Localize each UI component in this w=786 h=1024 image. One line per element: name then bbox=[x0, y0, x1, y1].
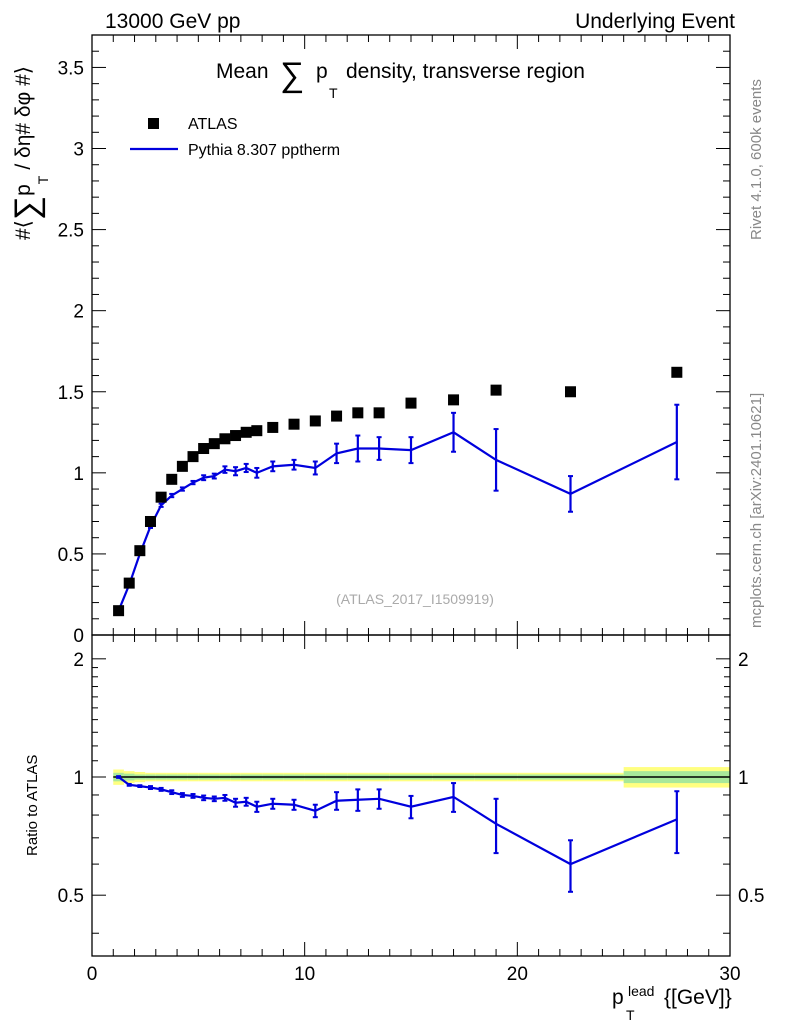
main-tick-labels: 0 0.5 1 1.5 2 2.5 3 3.5 bbox=[58, 58, 84, 647]
main-y-tick-label: 3.5 bbox=[58, 58, 84, 79]
x-tick-label: 10 bbox=[294, 964, 315, 985]
ratio-y-tick-label-left: 1 bbox=[73, 768, 84, 789]
main-y-tick-label: 0 bbox=[73, 626, 84, 647]
atlas-point bbox=[187, 451, 199, 463]
legend-pythia-label: Pythia 8.307 pptherm bbox=[188, 142, 340, 159]
ratio-tick-labels: 0.5 0.51 12 20 10 20 30 bbox=[58, 650, 765, 985]
legend-atlas-label: ATLAS bbox=[188, 116, 238, 133]
atlas-point bbox=[240, 426, 252, 438]
main-title: Mean ∑ pTdensity, transverse region bbox=[216, 56, 585, 101]
main-legend: ATLAS Pythia 8.307 pptherm bbox=[130, 116, 340, 159]
ratio-uncertainty-band bbox=[113, 767, 730, 788]
atlas-point bbox=[208, 438, 220, 450]
main-data-series bbox=[113, 366, 683, 617]
atlas-point bbox=[352, 407, 364, 419]
main-y-tick-label: 1 bbox=[73, 464, 84, 485]
legend-atlas-marker bbox=[148, 118, 159, 129]
ratio-y-tick-label-left: 0.5 bbox=[58, 886, 84, 907]
x-axis-label: p lead T{[GeV]} bbox=[612, 983, 732, 1023]
atlas-point bbox=[123, 577, 135, 589]
main-y-axis-label: #⟨∑pT/ δη# δφ #⟩ bbox=[8, 66, 51, 240]
ratio-y-tick-label-right: 1 bbox=[738, 768, 749, 789]
atlas-point bbox=[219, 433, 231, 445]
atlas-point bbox=[251, 425, 263, 437]
header-analysis-label: Underlying Event bbox=[575, 10, 735, 33]
x-tick-label: 0 bbox=[87, 964, 98, 985]
mcplots-site-label: mcplots.cern.ch [arXiv:2401.10621] bbox=[748, 393, 765, 628]
atlas-point bbox=[490, 384, 502, 396]
atlas-point bbox=[267, 421, 279, 433]
ratio-y-axis-label: Ratio to ATLAS bbox=[24, 755, 41, 856]
atlas-point bbox=[176, 460, 188, 472]
atlas-point bbox=[671, 366, 683, 378]
ratio-line bbox=[117, 776, 678, 866]
atlas-point bbox=[309, 415, 321, 427]
atlas-point bbox=[113, 605, 125, 617]
atlas-point bbox=[144, 515, 156, 527]
atlas-point bbox=[230, 430, 242, 442]
ratio-y-tick-label-right: 0.5 bbox=[738, 886, 764, 907]
atlas-point bbox=[198, 443, 210, 455]
atlas-point bbox=[565, 386, 576, 398]
atlas-point bbox=[331, 410, 343, 422]
atlas-point bbox=[155, 491, 167, 503]
atlas-point bbox=[166, 473, 178, 485]
x-tick-label: 30 bbox=[719, 964, 740, 985]
main-y-tick-label: 3 bbox=[73, 140, 84, 161]
rivet-version-label: Rivet 4.1.0, 600k events bbox=[748, 79, 765, 240]
main-y-tick-label: 2 bbox=[73, 302, 84, 323]
ratio-panel: 0.5 0.51 12 20 10 20 30 bbox=[58, 634, 765, 985]
main-panel: 0 0.5 1 1.5 2 2.5 3 3.5 bbox=[58, 34, 731, 647]
main-y-tick-label: 1.5 bbox=[58, 383, 84, 404]
x-tick-label: 20 bbox=[507, 964, 528, 985]
pythia-line bbox=[117, 431, 678, 612]
atlas-point bbox=[288, 418, 300, 430]
ratio-panel-frame bbox=[91, 634, 731, 957]
atlas-point bbox=[405, 397, 417, 409]
atlas-point bbox=[373, 407, 385, 419]
ratio-y-tick-label-left: 2 bbox=[73, 650, 84, 671]
atlas-point bbox=[134, 545, 146, 557]
ratio-y-tick-label-right: 2 bbox=[738, 650, 749, 671]
ratio-data-series bbox=[116, 775, 680, 893]
main-y-tick-label: 2.5 bbox=[58, 221, 84, 242]
main-y-tick-label: 0.5 bbox=[58, 545, 84, 566]
atlas-point bbox=[448, 394, 460, 406]
analysis-watermark: (ATLAS_2017_I1509919) bbox=[336, 591, 494, 607]
header-collision-label: 13000 GeV pp bbox=[105, 10, 240, 33]
